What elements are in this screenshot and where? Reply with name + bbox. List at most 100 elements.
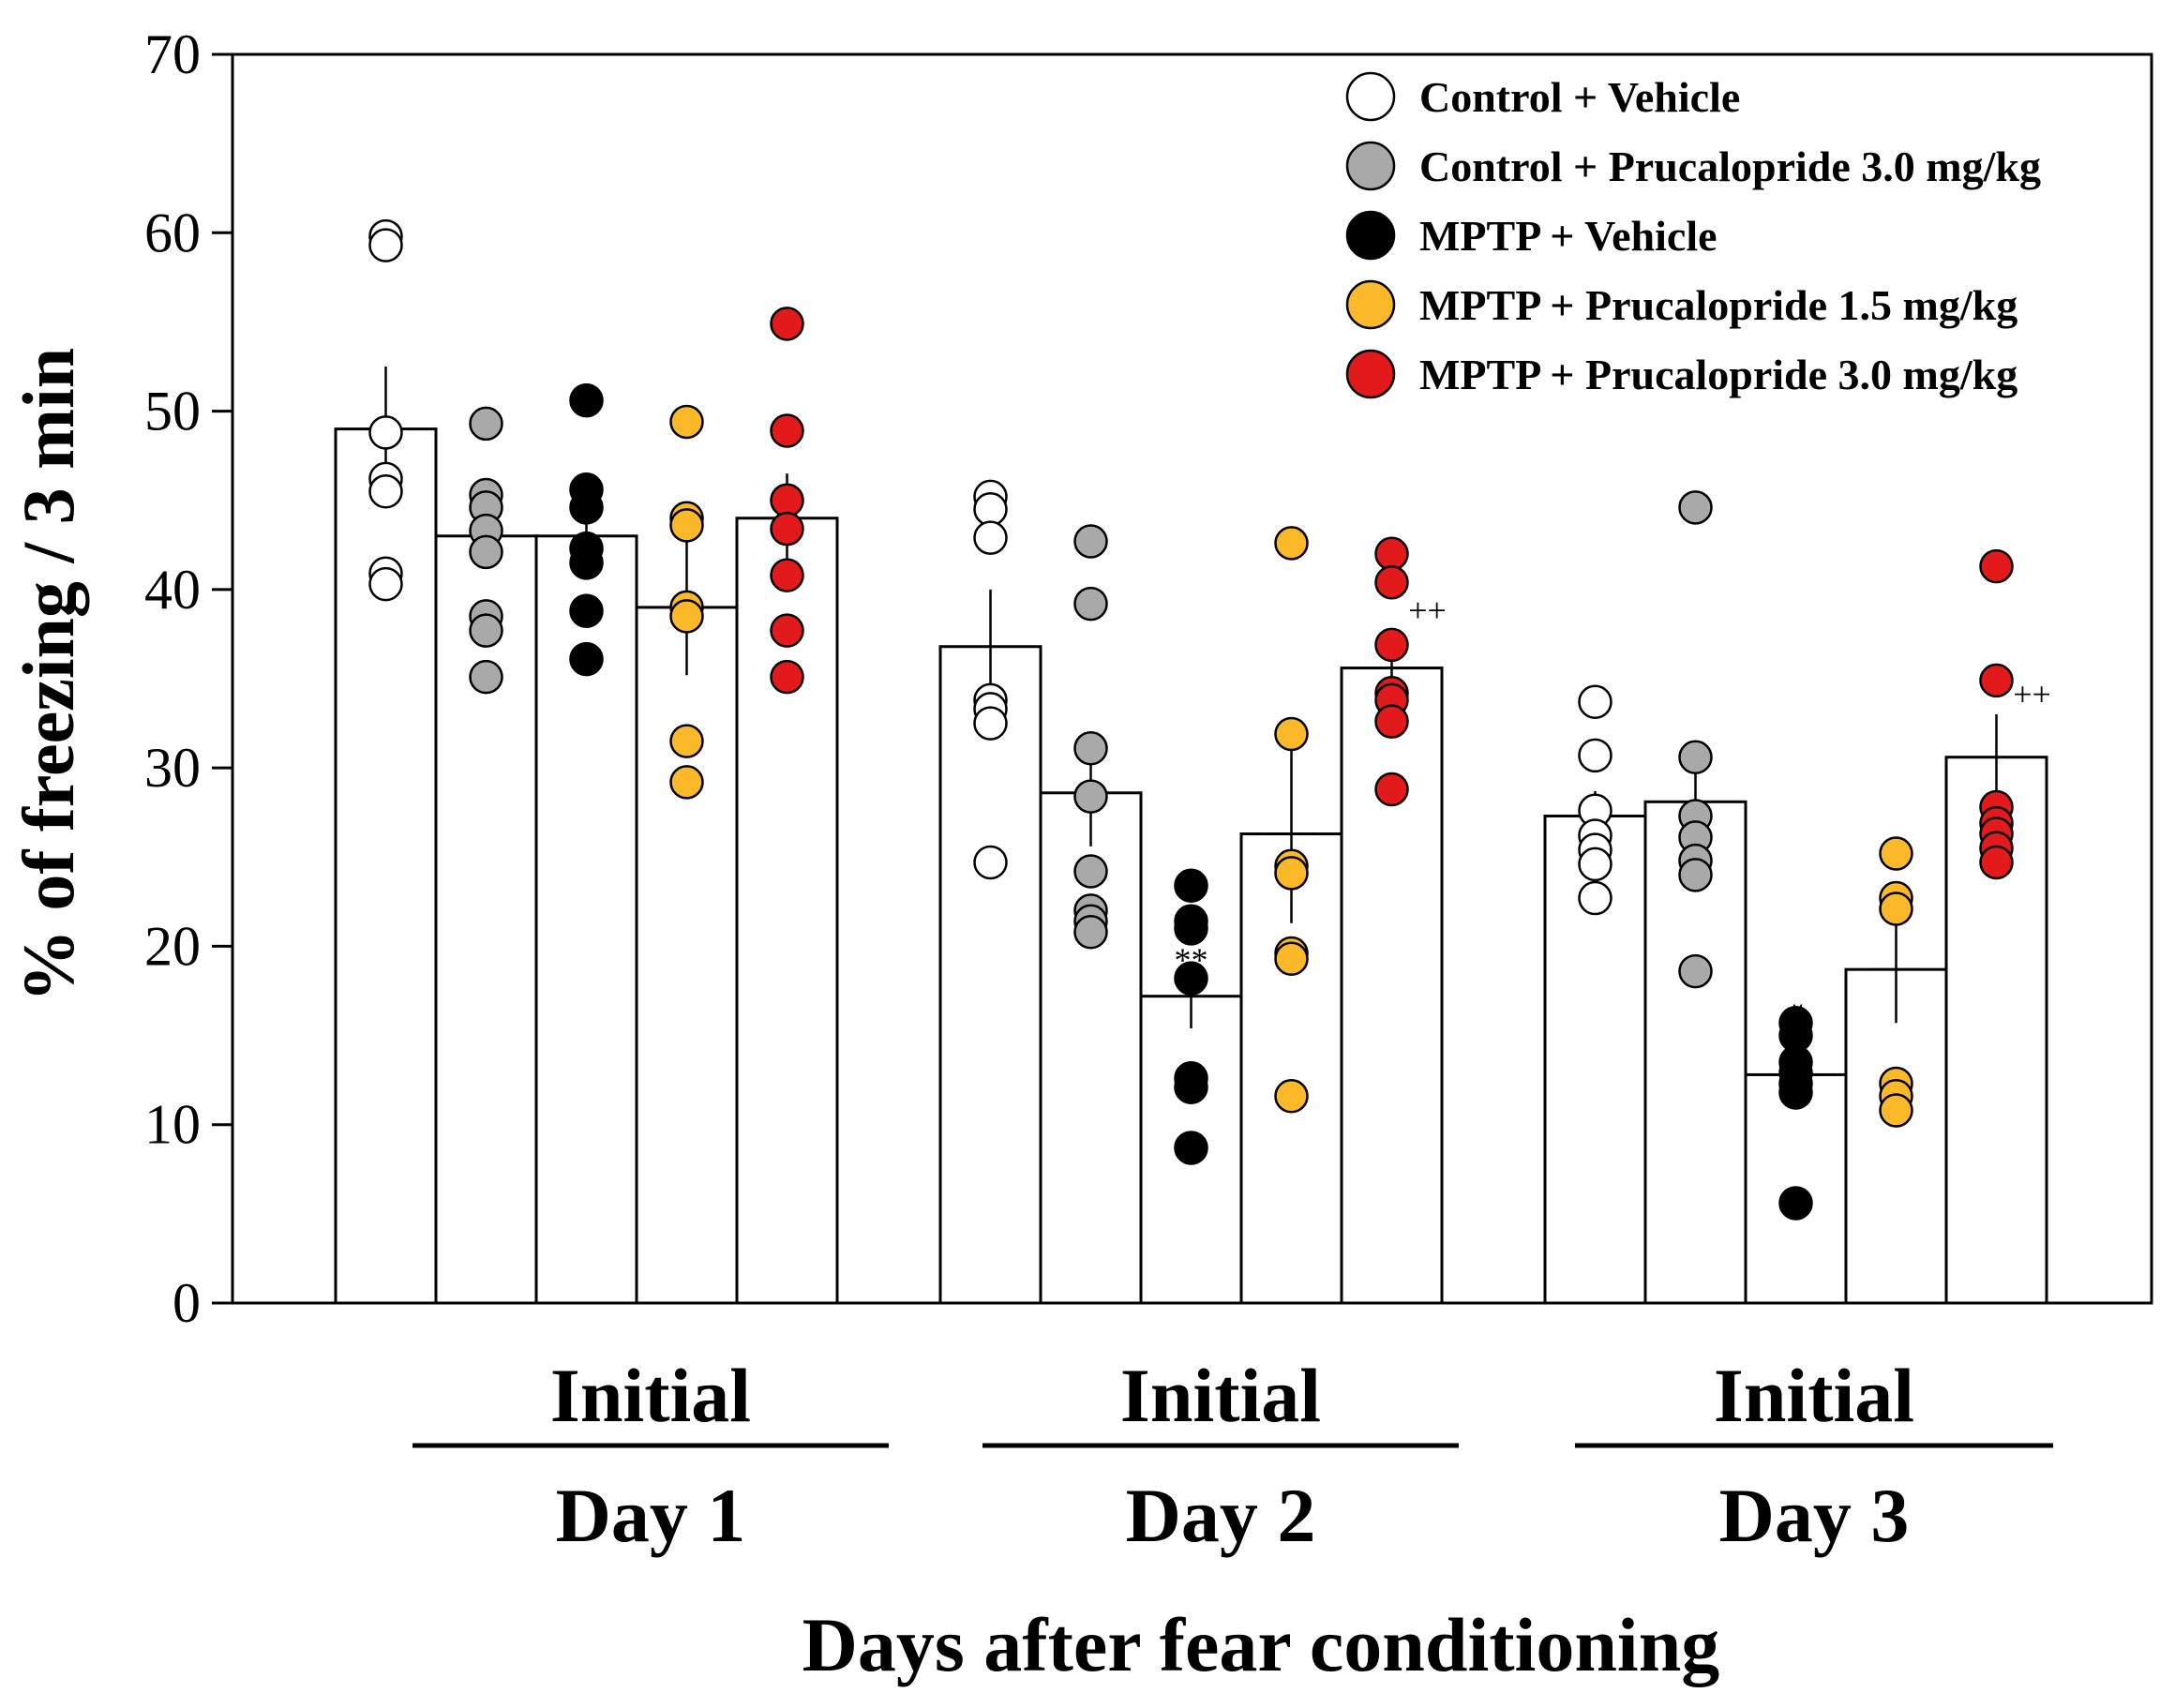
data-point bbox=[770, 413, 804, 448]
data-point bbox=[1678, 740, 1713, 774]
data-point bbox=[1879, 836, 1913, 871]
data-point bbox=[669, 404, 704, 440]
legend-label-5: MPTP + Prucalopride 3.0 mg/kg bbox=[1419, 351, 2018, 398]
data-point bbox=[1274, 716, 1309, 752]
data-point bbox=[368, 566, 403, 602]
data-point bbox=[973, 706, 1008, 741]
data-point bbox=[770, 511, 804, 547]
data-point bbox=[1374, 704, 1409, 739]
significance-annotation: * bbox=[1788, 1030, 1805, 1068]
data-point bbox=[1578, 738, 1612, 773]
legend-label-2: Control + Prucalopride 3.0 mg/kg bbox=[1419, 142, 2041, 190]
group-label-day-2: Day 2 bbox=[1126, 1473, 1316, 1558]
data-point bbox=[1578, 847, 1612, 882]
data-point bbox=[368, 415, 403, 450]
data-point bbox=[1073, 524, 1108, 559]
y-tick-label: 0 bbox=[172, 1272, 201, 1334]
bar-2-1 bbox=[938, 645, 1042, 1305]
data-point bbox=[1578, 684, 1612, 719]
data-point bbox=[1374, 772, 1409, 807]
y-tick-label: 10 bbox=[144, 1094, 201, 1156]
data-point bbox=[770, 558, 804, 592]
data-point bbox=[469, 534, 503, 570]
legend-marker-5 bbox=[1345, 349, 1396, 399]
legend-label-3: MPTP + Vehicle bbox=[1419, 212, 1718, 260]
data-point bbox=[1073, 779, 1108, 814]
legend-marker-3 bbox=[1345, 210, 1396, 261]
group-label-day-1: Day 1 bbox=[556, 1473, 746, 1558]
data-point bbox=[1374, 627, 1409, 663]
data-point bbox=[1174, 1070, 1208, 1105]
data-point bbox=[569, 382, 604, 418]
data-point bbox=[569, 641, 604, 677]
data-point bbox=[1274, 526, 1309, 561]
significance-annotation: ++ bbox=[1408, 592, 1447, 629]
data-point bbox=[669, 508, 704, 543]
data-point bbox=[1174, 961, 1208, 996]
data-point bbox=[1778, 1186, 1813, 1221]
data-point bbox=[1174, 1131, 1208, 1165]
legend-marker-1 bbox=[1345, 71, 1396, 122]
legend-marker-4 bbox=[1345, 279, 1396, 330]
legend: Control + Vehicle Control + Prucalopride … bbox=[1345, 71, 2041, 399]
data-point bbox=[1374, 536, 1409, 572]
data-point bbox=[469, 406, 503, 442]
data-point bbox=[1578, 880, 1612, 916]
data-point bbox=[1274, 856, 1309, 891]
data-point bbox=[973, 491, 1008, 527]
data-point bbox=[1374, 564, 1409, 600]
data-point bbox=[669, 765, 704, 800]
y-tick-label: 60 bbox=[144, 202, 201, 263]
data-point bbox=[770, 613, 804, 648]
data-point bbox=[1979, 845, 2014, 880]
data-point bbox=[1073, 586, 1108, 622]
data-point bbox=[569, 546, 604, 580]
data-point bbox=[1073, 854, 1108, 889]
significance-annotation: ++ bbox=[2013, 676, 2051, 713]
data-point bbox=[770, 659, 804, 695]
data-point bbox=[368, 228, 403, 262]
group-label-day-3: Day 3 bbox=[1719, 1473, 1910, 1558]
data-point bbox=[569, 593, 604, 628]
data-point bbox=[973, 520, 1008, 555]
data-point bbox=[1879, 1093, 1913, 1128]
legend-label-1: Control + Vehicle bbox=[1419, 73, 1740, 121]
data-point bbox=[1979, 663, 2014, 698]
legend-label-4: MPTP + Prucalopride 1.5 mg/kg bbox=[1419, 281, 2018, 329]
y-tick-label: 70 bbox=[144, 23, 201, 85]
data-point bbox=[1879, 891, 1913, 926]
plot-frame bbox=[231, 52, 2153, 1305]
significance-annotation: # bbox=[1788, 996, 1805, 1034]
data-point bbox=[770, 307, 804, 341]
data-point bbox=[669, 599, 704, 634]
data-point bbox=[469, 659, 503, 695]
x-axis-label: Days after fear conditioning bbox=[802, 1602, 1720, 1687]
data-point bbox=[1778, 1075, 1813, 1110]
bar-1-5 bbox=[735, 517, 839, 1305]
data-point bbox=[1274, 1079, 1309, 1114]
data-point bbox=[1678, 490, 1713, 525]
group-label-top-2: Initial bbox=[1120, 1353, 1321, 1438]
data-point bbox=[770, 483, 804, 517]
y-axis-label: % of freezing / 3 min bbox=[8, 348, 89, 1002]
data-point bbox=[469, 613, 503, 648]
data-point bbox=[1174, 911, 1208, 946]
group-label-top-1: Initial bbox=[550, 1353, 751, 1438]
significance-annotation: ## bbox=[1175, 907, 1208, 945]
significance-annotation: ** bbox=[1175, 941, 1208, 979]
y-tick-label: 20 bbox=[144, 915, 201, 977]
legend-marker-2 bbox=[1345, 141, 1396, 191]
data-point bbox=[569, 490, 604, 525]
data-point bbox=[1174, 868, 1208, 903]
data-point bbox=[1979, 548, 2014, 584]
data-point bbox=[1073, 730, 1108, 766]
data-point bbox=[1073, 914, 1108, 950]
group-label-top-3: Initial bbox=[1714, 1353, 1914, 1438]
bar-2-5 bbox=[1340, 667, 1444, 1305]
y-tick-label: 50 bbox=[144, 381, 201, 442]
axes: 0 10 20 30 40 50 60 70 bbox=[144, 23, 2153, 1334]
y-tick-label: 40 bbox=[144, 559, 201, 621]
bar-1-4 bbox=[635, 606, 739, 1305]
